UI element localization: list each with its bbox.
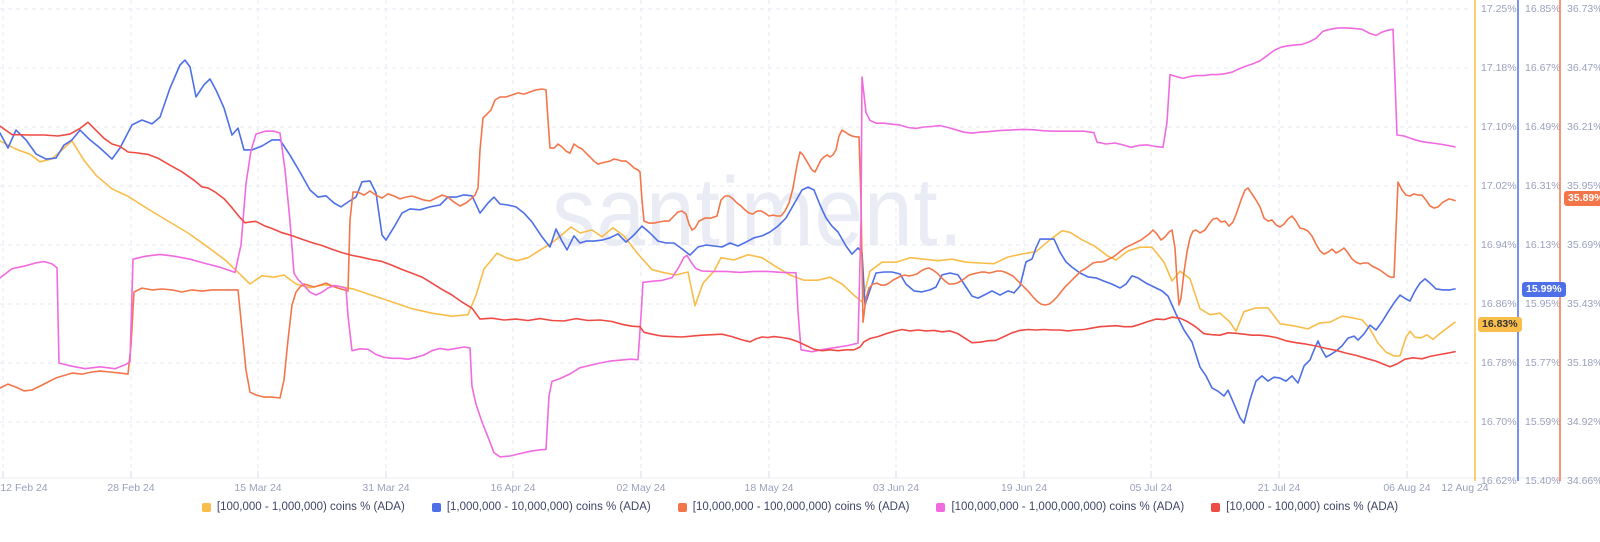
axis-100k-1m-coins-tick-label: 16.78%	[1481, 357, 1517, 369]
axis-10m-100m-coins-tick-label: 35.43%	[1567, 298, 1600, 310]
x-axis-label: 15 Mar 24	[234, 482, 281, 494]
series-line	[0, 88, 1456, 399]
x-axis-label: 12 Aug 24	[1441, 482, 1488, 494]
series-line	[0, 140, 1456, 357]
axis-1m-10m-coins-tick-label: 15.40%	[1525, 475, 1561, 487]
x-axis-label: 19 Jun 24	[1001, 482, 1047, 494]
axis-100k-1m-coins-tick-label: 16.70%	[1481, 416, 1517, 428]
axis-10m-100m-coins-tick-label: 34.92%	[1567, 416, 1600, 428]
x-axis-label: 12 Feb 24	[0, 482, 47, 494]
legend-swatch-icon	[1211, 502, 1221, 512]
x-axis-label: 28 Feb 24	[107, 482, 154, 494]
axis-10m-100m-coins-tick-label: 36.21%	[1567, 121, 1600, 133]
axis-10m-100m-coins-tick-label: 34.66%	[1567, 475, 1600, 487]
x-axis-label: 16 Apr 24	[491, 482, 536, 494]
axis-1m-10m-coins-tick-label: 16.67%	[1525, 62, 1561, 74]
x-axis-label: 05 Jul 24	[1130, 482, 1173, 494]
legend-swatch-icon	[936, 502, 946, 512]
axis-1m-10m-coins-tick-label: 15.77%	[1525, 357, 1561, 369]
legend-label: [10,000,000 - 100,000,000) coins % (ADA)	[692, 501, 910, 513]
axis-100k-1m-coins-tick-label: 17.02%	[1481, 180, 1517, 192]
axis-1m-10m-coins-tick-label: 16.49%	[1525, 121, 1561, 133]
axis-1m-10m-coins-tick-label: 16.85%	[1525, 3, 1561, 15]
axis-10m-100m-coins-tick-label: 35.18%	[1567, 357, 1600, 369]
axis-100k-1m-coins-value-badge: 16.83%	[1478, 317, 1522, 332]
axis-10m-100m-coins-tick-label: 35.95%	[1567, 180, 1600, 192]
axis-100k-1m-coins-tick-label: 17.25%	[1481, 3, 1517, 15]
x-axis-label: 31 Mar 24	[362, 482, 409, 494]
axis-1m-10m-coins-tick-label: 16.13%	[1525, 239, 1561, 251]
legend-label: [100,000 - 1,000,000) coins % (ADA)	[216, 501, 405, 513]
legend-item[interactable]: [1,000,000 - 10,000,000) coins % (ADA)	[431, 501, 651, 513]
axis-10m-100m-coins-value-badge: 35.89%	[1564, 191, 1600, 206]
legend-swatch-icon	[201, 502, 211, 512]
axis-10m-100m-coins-tick-label: 36.47%	[1567, 62, 1600, 74]
legend-label: [1,000,000 - 10,000,000) coins % (ADA)	[446, 501, 651, 513]
axis-100k-1m-coins-tick-label: 16.62%	[1481, 475, 1517, 487]
x-axis-label: 21 Jul 24	[1258, 482, 1301, 494]
legend-label: [100,000,000 - 1,000,000,000) coins % (A…	[951, 501, 1185, 513]
legend-item[interactable]: [100,000 - 1,000,000) coins % (ADA)	[201, 501, 405, 513]
axis-10m-100m-coins-tick-label: 36.73%	[1567, 3, 1600, 15]
x-axis-label: 18 May 24	[744, 482, 793, 494]
axis-1m-10m-coins-tick-label: 15.95%	[1525, 298, 1561, 310]
axis-100k-1m-coins-tick-label: 17.10%	[1481, 121, 1517, 133]
axis-10m-100m-coins-tick-label: 35.69%	[1567, 239, 1600, 251]
legend-label: [10,000 - 100,000) coins % (ADA)	[1226, 501, 1399, 513]
axis-100k-1m-coins-tick-label: 17.18%	[1481, 62, 1517, 74]
x-axis-label: 03 Jun 24	[873, 482, 919, 494]
axis-1m-10m-coins-value-badge: 15.99%	[1522, 282, 1566, 297]
legend: [100,000 - 1,000,000) coins % (ADA) [1,00…	[0, 501, 1600, 513]
series-line	[0, 121, 1456, 368]
x-axis-label: 02 May 24	[616, 482, 665, 494]
axis-1m-10m-coins-tick-label: 15.59%	[1525, 416, 1561, 428]
axis-100k-1m-coins-tick-label: 16.86%	[1481, 298, 1517, 310]
legend-swatch-icon	[677, 502, 687, 512]
x-axis-label: 06 Aug 24	[1383, 482, 1430, 494]
legend-item[interactable]: [10,000,000 - 100,000,000) coins % (ADA)	[677, 501, 910, 513]
series-line	[0, 59, 1456, 424]
axis-1m-10m-coins-tick-label: 16.31%	[1525, 180, 1561, 192]
legend-item[interactable]: [100,000,000 - 1,000,000,000) coins % (A…	[936, 501, 1184, 513]
series-line	[0, 27, 1456, 458]
legend-swatch-icon	[431, 502, 441, 512]
axis-100k-1m-coins-tick-label: 16.94%	[1481, 239, 1517, 251]
legend-item[interactable]: [10,000 - 100,000) coins % (ADA)	[1211, 501, 1398, 513]
